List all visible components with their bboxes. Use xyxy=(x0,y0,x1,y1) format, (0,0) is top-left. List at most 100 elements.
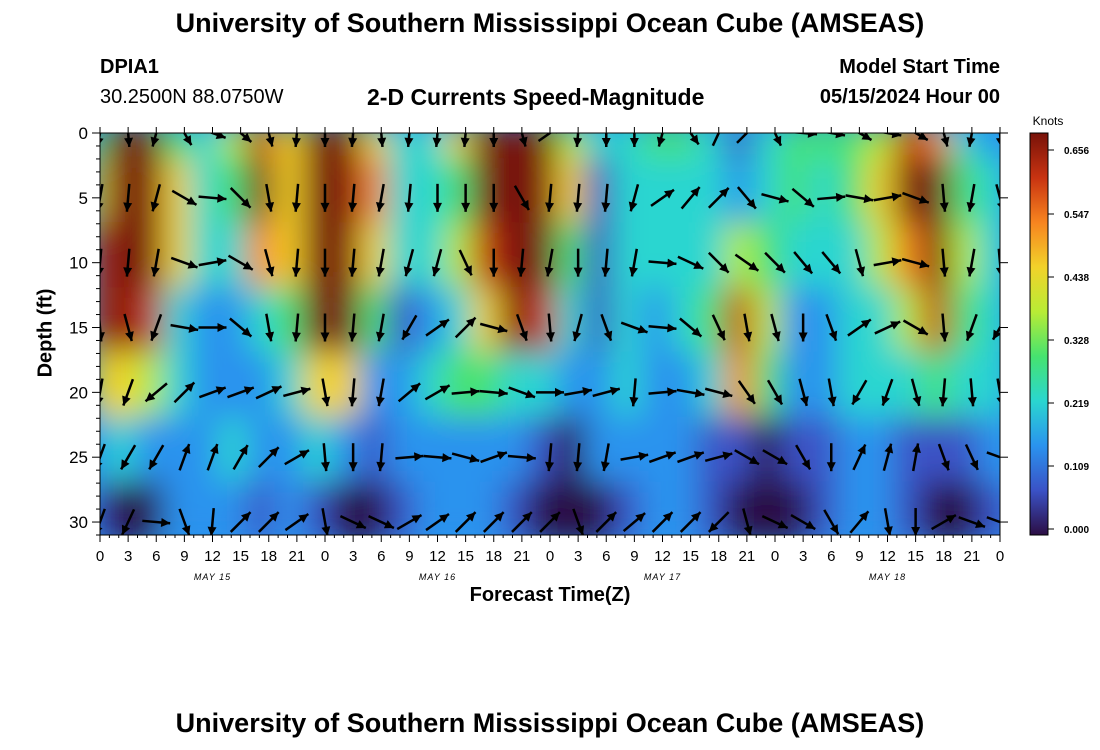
current-vector xyxy=(849,510,870,534)
current-vector xyxy=(572,313,583,342)
current-vector xyxy=(255,385,282,400)
current-vector xyxy=(790,513,816,531)
heatmap-cell xyxy=(977,157,1000,239)
x-tick-label: 6 xyxy=(827,548,835,565)
current-vector xyxy=(629,248,639,277)
current-vector xyxy=(736,133,749,144)
current-vector xyxy=(227,254,254,271)
current-vector xyxy=(144,382,168,403)
current-vector xyxy=(454,316,477,339)
colorbar-tick-label: 0.438 xyxy=(1064,273,1089,284)
current-vector xyxy=(854,248,866,277)
x-tick-label: 3 xyxy=(574,548,582,565)
current-vector xyxy=(227,386,255,399)
current-vector xyxy=(937,443,950,471)
x-axis: 0 3 6 9 12 15 18 21 0 3 6 9 12 15 18 21 0 3 6 9 12 15 18 21 0 3 6 9… xyxy=(96,127,1004,582)
current-vector xyxy=(827,378,837,407)
current-vector xyxy=(677,255,704,270)
current-vector xyxy=(265,183,275,212)
current-vector xyxy=(967,378,977,407)
current-vector xyxy=(742,508,753,535)
current-vector xyxy=(651,511,674,533)
current-vector xyxy=(321,508,331,535)
current-vector xyxy=(734,449,760,466)
current-vector xyxy=(964,443,979,471)
current-vector xyxy=(880,133,902,139)
current-vector xyxy=(826,443,836,472)
station-coordinates: 30.2500N 88.0750W xyxy=(100,86,284,108)
current-vector xyxy=(100,133,104,144)
current-vector xyxy=(845,194,874,204)
current-vector xyxy=(704,387,733,398)
x-tick-label: 21 xyxy=(739,548,756,565)
current-vector xyxy=(123,313,134,342)
current-vector xyxy=(423,453,452,463)
current-vector xyxy=(198,193,227,203)
current-vector xyxy=(508,386,536,399)
current-vector xyxy=(368,514,395,530)
model-start-label: Model Start Time xyxy=(839,56,1000,78)
current-vector xyxy=(679,511,702,533)
x-tick-label: 21 xyxy=(964,548,981,565)
current-vector xyxy=(573,443,583,472)
current-vector xyxy=(913,133,929,142)
current-vector xyxy=(123,248,133,277)
current-vector xyxy=(995,133,1000,148)
current-vector xyxy=(480,451,508,464)
x-tick-label: 0 xyxy=(96,548,104,565)
speed-heatmap-chart: 0 3 6 9 12 15 18 21 0 3 6 9 12 15 18 21 0 3 6 9 12 15 18 21 0 3 6 9… xyxy=(69,114,1089,582)
current-vector xyxy=(403,248,415,277)
current-vector xyxy=(573,183,583,212)
current-vector xyxy=(704,451,733,463)
current-vector xyxy=(263,248,275,277)
current-vector xyxy=(773,133,783,147)
current-vector xyxy=(404,183,414,212)
plot-title: 2-D Currents Speed-Magnitude xyxy=(367,84,705,110)
current-vector xyxy=(824,133,846,139)
x-tick-label: 18 xyxy=(935,548,952,565)
x-tick-label: 21 xyxy=(514,548,531,565)
current-vector xyxy=(601,248,611,277)
date-label: MAY 15 xyxy=(194,572,231,582)
current-vector xyxy=(825,313,838,342)
current-vector xyxy=(762,449,788,466)
current-vector xyxy=(321,378,331,407)
colorbar-tick-label: 0.656 xyxy=(1064,146,1089,157)
current-vector xyxy=(622,512,646,532)
current-vector xyxy=(966,133,976,148)
current-vector xyxy=(911,443,921,472)
x-tick-label: 9 xyxy=(855,548,863,565)
current-vector xyxy=(536,387,564,397)
current-vector xyxy=(545,183,555,212)
current-vector xyxy=(207,507,217,535)
current-vector xyxy=(873,192,902,202)
current-vector xyxy=(198,257,227,267)
current-vector xyxy=(515,313,528,342)
current-vector xyxy=(396,513,423,531)
current-vector xyxy=(170,323,199,333)
x-tick-label: 6 xyxy=(602,548,610,565)
x-tick-label: 0 xyxy=(996,548,1004,565)
current-vector xyxy=(764,251,786,274)
current-vector xyxy=(564,387,593,397)
current-vector xyxy=(770,313,781,342)
current-vector xyxy=(375,378,385,407)
x-tick-label: 18 xyxy=(485,548,502,565)
current-vector xyxy=(320,443,330,472)
x-tick-label: 3 xyxy=(799,548,807,565)
current-vector xyxy=(680,186,701,210)
x-tick-label: 9 xyxy=(180,548,188,565)
y-axis: 0 5 10 15 20 25 30 xyxy=(69,124,1008,536)
current-vector xyxy=(489,183,499,212)
current-vector xyxy=(939,248,949,277)
colorbar-tick-label: 0.328 xyxy=(1064,336,1089,347)
current-vector xyxy=(761,193,789,204)
current-vector xyxy=(902,319,929,336)
x-axis-label: Forecast Time(Z) xyxy=(469,584,631,606)
x-tick-label: 0 xyxy=(546,548,554,565)
current-vector xyxy=(401,314,418,341)
current-vector xyxy=(123,183,133,212)
current-vector xyxy=(798,313,808,342)
y-tick-label: 15 xyxy=(69,319,88,338)
current-vector xyxy=(620,321,648,334)
